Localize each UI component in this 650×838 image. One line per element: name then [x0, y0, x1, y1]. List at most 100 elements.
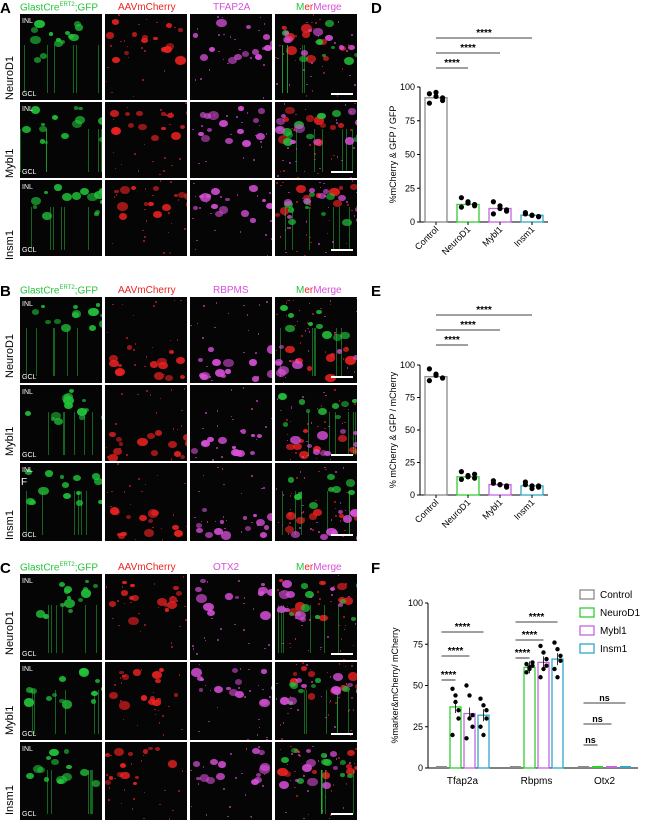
micrograph-tile: INL GCL: [20, 14, 102, 100]
sig-label: ****: [444, 58, 460, 69]
sig-label: ****: [455, 622, 471, 633]
data-point: [544, 656, 549, 662]
sig-label: ****: [515, 648, 531, 659]
data-point: [464, 736, 469, 741]
data-point: [481, 732, 486, 738]
legend-swatch: [579, 625, 595, 636]
data-point: [470, 724, 475, 729]
row-label-mybl1: Mybl1: [4, 705, 16, 735]
bar: [449, 706, 462, 769]
data-point: [450, 732, 455, 738]
y-axis-label: % mCherry & GFP / mCherry: [388, 371, 398, 488]
data-point: [465, 474, 471, 480]
sig-label: ns: [592, 714, 603, 724]
micrograph-tile: INL GCL: [20, 574, 102, 660]
x-tick-label: Mybl1: [480, 497, 504, 521]
header-glast: GlastCreERT2;GFP: [20, 285, 99, 297]
data-point: [536, 483, 542, 489]
data-point: [478, 724, 483, 729]
micrograph-tile: [105, 297, 187, 383]
micrograph-tile: [190, 102, 272, 178]
bar: [463, 712, 476, 769]
row-label-neurod1: NeuroD1: [4, 333, 16, 378]
data-point: [472, 471, 478, 477]
data-point: [433, 93, 439, 100]
micrograph-tile: INL GCL: [20, 662, 102, 740]
data-point: [497, 205, 503, 212]
panel-letter-E: E: [371, 283, 382, 300]
header-aav: AAVmCherry: [118, 2, 176, 13]
y-tick-label: 100: [400, 82, 415, 92]
data-point: [433, 89, 439, 95]
data-point: [426, 91, 432, 97]
y-tick-label: 75: [413, 639, 423, 649]
x-tick-label: Control: [413, 497, 441, 525]
data-point: [490, 211, 496, 217]
micrograph-tile: [105, 180, 187, 256]
micrograph-tile: [275, 14, 357, 100]
data-point: [527, 665, 532, 670]
data-point: [524, 661, 529, 667]
sig-label: ****: [522, 630, 538, 641]
data-point: [490, 199, 496, 205]
legend-label: Insm1: [600, 644, 628, 655]
header-glast: GlastCreERT2;GFP: [20, 2, 99, 14]
sig-label: ****: [476, 28, 492, 39]
data-point: [536, 214, 542, 220]
legend-label: Mybl1: [600, 626, 627, 637]
y-tick-label: 0: [418, 763, 423, 773]
panel-letter-D: D: [371, 0, 382, 17]
micrograph-tile: INL GCL: [20, 297, 102, 383]
x-tick-label: Insm1: [512, 497, 536, 521]
header-merge: MerMerge: [296, 562, 342, 573]
micrograph-tile: [275, 463, 357, 541]
data-point: [472, 475, 478, 481]
legend-label: NeuroD1: [600, 608, 640, 619]
micrograph-tile: [105, 574, 187, 660]
row-label-neurod1: NeuroD1: [4, 55, 16, 100]
data-point: [465, 199, 471, 205]
x-tick-label: Mybl1: [480, 224, 504, 248]
sig-label: ns: [599, 693, 610, 703]
micrograph-tile: INL GCL: [20, 463, 102, 541]
data-point: [433, 372, 439, 378]
micrograph-tile: INL GCL: [20, 742, 102, 820]
micrograph-tile: [105, 742, 187, 820]
header-marker: RBPMS: [213, 285, 249, 296]
data-point: [456, 708, 461, 713]
y-tick-label: 50: [405, 150, 415, 160]
bar: [424, 97, 448, 223]
data-point: [478, 696, 483, 701]
data-point: [558, 658, 563, 663]
chart-E: 0 25 50 75 100% mCherry & GFP / mCherry Contr…: [388, 305, 548, 530]
y-tick-label: 50: [413, 681, 423, 691]
sig-label: ****: [460, 43, 476, 54]
data-point: [426, 100, 432, 106]
data-point: [504, 207, 510, 213]
y-tick-label: 25: [405, 183, 415, 193]
data-point: [453, 693, 458, 698]
row-label-insm1: Insm1: [4, 785, 16, 815]
micrograph-tile: [105, 14, 187, 100]
micrograph-tile: [275, 574, 357, 660]
data-point: [504, 484, 510, 490]
y-tick-label: 0: [410, 490, 415, 500]
header-aav: AAVmCherry: [118, 285, 176, 296]
data-point: [426, 378, 432, 384]
x-tick-label: Control: [413, 224, 441, 252]
sig-label: ****: [460, 320, 476, 331]
x-tick-label: Otx2: [594, 776, 616, 787]
sig-label: ****: [529, 612, 545, 623]
y-tick-label: 50: [405, 425, 415, 435]
y-tick-label: 100: [400, 360, 415, 370]
data-point: [426, 366, 432, 372]
x-tick-label: Rbpms: [521, 776, 553, 787]
header-aav: AAVmCherry: [118, 562, 176, 573]
sig-label: ****: [441, 670, 457, 681]
x-tick-label: Tfap2a: [447, 776, 479, 787]
data-point: [544, 663, 549, 668]
data-point: [555, 675, 560, 680]
sig-label: ****: [444, 335, 460, 346]
data-point: [541, 666, 546, 672]
data-point: [481, 703, 486, 708]
